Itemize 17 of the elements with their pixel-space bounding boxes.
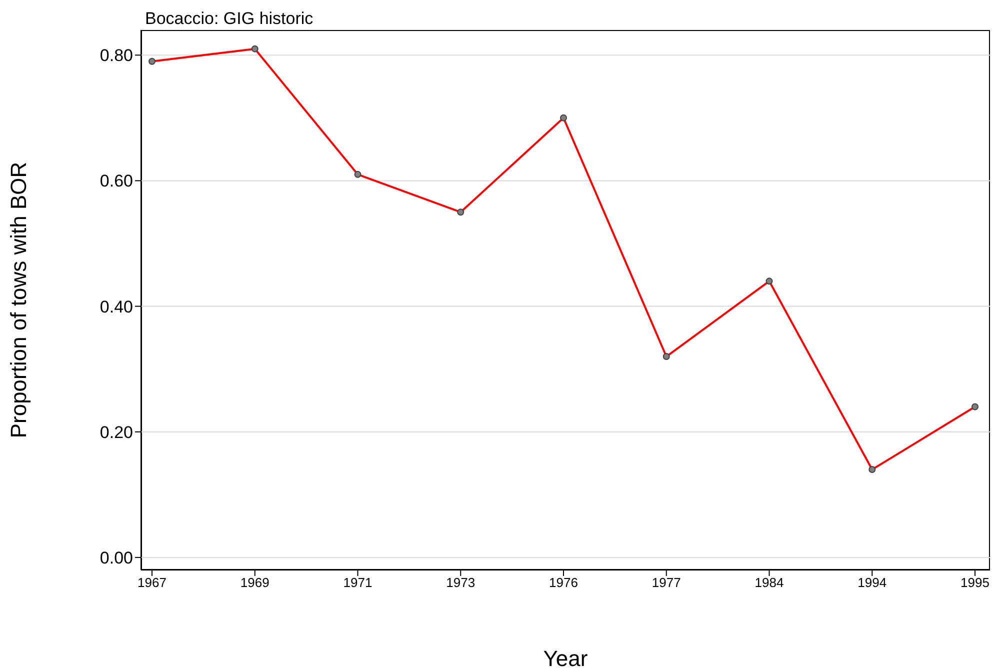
- x-axis-title: Year: [543, 646, 588, 668]
- x-tick-label: 1969: [240, 575, 270, 590]
- y-tick-label: 0.80: [100, 46, 133, 66]
- x-tick-label: 1967: [138, 575, 166, 590]
- x-tick-label: 1976: [549, 575, 578, 590]
- x-tick-label: 1984: [754, 575, 784, 590]
- x-tick-label: 1971: [343, 575, 372, 590]
- y-tick-label: 0.20: [100, 422, 133, 442]
- y-tick-label: 0.60: [100, 172, 133, 191]
- x-tick-label: 1977: [652, 575, 681, 590]
- x-tick-label: 1994: [858, 575, 887, 590]
- y-tick-label: 0.40: [100, 297, 133, 316]
- y-tick-label: 0.00: [100, 548, 133, 568]
- x-tick-label: 1973: [446, 575, 476, 590]
- chart-title: Bocaccio: GIG historic: [145, 8, 314, 30]
- y-axis-title: Proportion of tows with BOR: [6, 162, 31, 438]
- x-tick-label: 1995: [960, 575, 990, 590]
